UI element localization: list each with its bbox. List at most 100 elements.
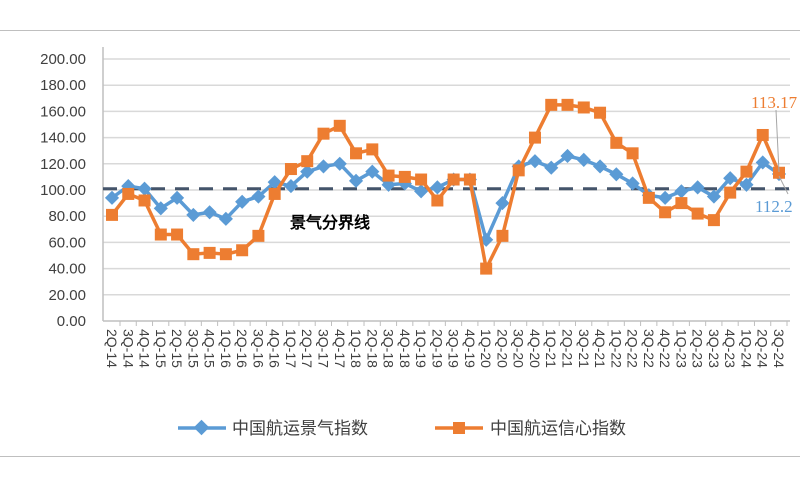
data-point-square xyxy=(675,197,688,210)
x-tick-label: 1Q-15 xyxy=(153,329,169,368)
x-tick-label: 4Q-15 xyxy=(202,329,218,368)
data-point-square xyxy=(691,207,704,220)
x-tick-label: 2Q-15 xyxy=(169,329,185,368)
data-point-diamond xyxy=(153,201,168,216)
data-point-square xyxy=(154,228,167,241)
data-point-square xyxy=(577,101,590,114)
data-point-diamond xyxy=(316,159,331,174)
data-point-diamond xyxy=(576,152,591,167)
x-tick-label: 2Q-16 xyxy=(234,329,250,368)
legend-label-prosperity: 中国航运景气指数 xyxy=(232,419,368,438)
y-tick-label: 200.00 xyxy=(40,51,86,68)
data-point-square xyxy=(350,147,363,160)
data-point-square xyxy=(740,165,753,178)
x-tick-label: 1Q-20 xyxy=(478,329,494,368)
data-point-diamond xyxy=(332,156,347,171)
data-point-square xyxy=(382,169,395,182)
data-point-diamond xyxy=(170,190,185,205)
data-point-diamond xyxy=(674,184,689,199)
data-point-diamond xyxy=(495,196,510,211)
data-point-diamond xyxy=(706,189,721,204)
x-tick-label: 3Q-20 xyxy=(511,329,527,368)
x-tick-label: 2Q-22 xyxy=(625,329,641,368)
data-point-square xyxy=(219,248,232,261)
data-point-diamond xyxy=(235,194,250,209)
x-tick-label: 4Q-17 xyxy=(332,329,348,368)
data-point-square xyxy=(187,248,200,261)
x-tick-label: 4Q-19 xyxy=(462,329,478,368)
x-tick-label: 2Q-18 xyxy=(364,329,380,368)
y-tick-label: 180.00 xyxy=(40,77,86,94)
legend: 中国航运景气指数 中国航运信心指数 xyxy=(178,419,626,438)
series-prosperity-index xyxy=(104,148,787,247)
y-tick-label: 80.00 xyxy=(48,208,86,225)
data-point-square xyxy=(236,244,249,257)
data-point-diamond xyxy=(430,180,445,195)
chart-frame xyxy=(0,30,800,457)
x-tick-label: 3Q-19 xyxy=(446,329,462,368)
legend-marker-square xyxy=(453,422,465,434)
data-point-square xyxy=(756,128,769,141)
y-tick-label: 20.00 xyxy=(48,287,86,304)
data-point-square xyxy=(642,191,655,204)
data-point-diamond xyxy=(348,173,364,188)
reference-line-label: 景气分界线 xyxy=(290,213,370,232)
data-point-diamond xyxy=(365,164,380,179)
data-point-diamond xyxy=(609,167,624,182)
data-point-square xyxy=(594,106,607,119)
data-point-diamond xyxy=(202,205,217,220)
data-point-square xyxy=(138,194,151,207)
x-tick-label: 1Q-18 xyxy=(348,329,364,368)
data-point-square xyxy=(707,214,720,227)
data-point-square xyxy=(366,143,379,156)
x-tick-label: 4Q-20 xyxy=(527,329,543,368)
data-point-square xyxy=(463,173,476,186)
x-tick-label: 1Q-22 xyxy=(608,329,624,368)
x-tick-label: 3Q-17 xyxy=(315,329,331,368)
x-tick-label: 4Q-23 xyxy=(722,329,738,368)
data-point-diamond xyxy=(658,190,673,205)
data-point-square xyxy=(447,173,460,186)
data-point-square xyxy=(561,98,574,111)
data-point-diamond xyxy=(723,171,738,186)
data-point-square xyxy=(301,155,314,168)
data-point-square xyxy=(480,262,493,275)
x-tick-label: 3Q-15 xyxy=(185,329,201,368)
x-tick-label: 4Q-14 xyxy=(137,329,153,368)
data-point-square xyxy=(268,187,281,200)
data-point-diamond xyxy=(251,189,266,204)
y-tick-label: 160.00 xyxy=(40,103,86,120)
annotation-blue: 112.2 xyxy=(755,197,793,216)
data-point-square xyxy=(106,208,118,221)
data-point-diamond xyxy=(739,177,754,192)
data-point-square xyxy=(415,173,428,186)
y-tick-label: 100.00 xyxy=(40,182,86,199)
data-point-diamond xyxy=(625,176,640,191)
data-point-diamond xyxy=(283,178,299,194)
data-point-diamond xyxy=(414,184,429,199)
x-tick-label: 1Q-21 xyxy=(543,329,559,368)
x-tick-label: 4Q-16 xyxy=(267,329,283,368)
x-tick-label: 2Q-21 xyxy=(560,329,576,368)
data-point-square xyxy=(773,166,785,179)
data-point-square xyxy=(122,187,135,200)
y-tick-label: 140.00 xyxy=(40,130,86,147)
legend-label-confidence: 中国航运信心指数 xyxy=(490,419,626,438)
x-tick-label: 2Q-17 xyxy=(299,329,315,368)
x-tick-label: 3Q-22 xyxy=(641,329,657,368)
data-point-square xyxy=(203,246,216,259)
data-point-diamond xyxy=(592,159,608,174)
x-tick-label: 3Q-18 xyxy=(381,329,397,368)
x-tick-label: 2Q-20 xyxy=(494,329,510,368)
annotation-leader-blue xyxy=(778,175,789,195)
data-point-diamond xyxy=(186,207,201,222)
y-tick-label: 60.00 xyxy=(48,234,86,251)
x-tick-label: 3Q-16 xyxy=(250,329,266,368)
data-point-square xyxy=(252,229,265,242)
data-point-diamond xyxy=(560,148,575,164)
y-tick-label: 40.00 xyxy=(48,261,86,278)
series-confidence-index xyxy=(106,98,785,275)
data-point-square xyxy=(431,194,444,207)
data-point-square xyxy=(528,131,541,144)
data-point-square xyxy=(659,206,672,219)
